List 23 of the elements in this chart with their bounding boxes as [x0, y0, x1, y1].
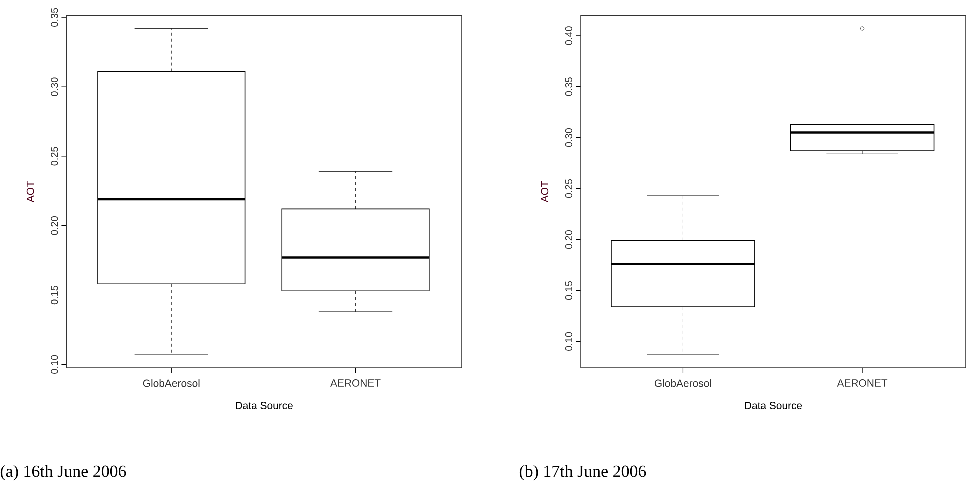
- y-axis-title: AOT: [541, 181, 549, 203]
- x-tick-label: AERONET: [330, 380, 381, 387]
- y-tick-label: 0.25: [565, 180, 572, 198]
- y-tick-label: 0.15: [51, 286, 58, 305]
- y-tick-label: 0.35: [51, 8, 58, 27]
- x-tick-label: AERONET: [837, 380, 888, 387]
- y-tick-label: 0.10: [51, 355, 58, 374]
- y-tick-label: 0.15: [565, 281, 572, 300]
- y-tick-label: 0.30: [565, 128, 572, 148]
- text: (a) 16th June 2006: [0, 465, 126, 481]
- text: (b) 17th June 2006: [520, 465, 646, 481]
- x-axis-title: Data Source: [236, 402, 293, 410]
- y-axis-title: AOT: [26, 181, 34, 203]
- x-tick-label: GlobAerosol: [654, 380, 712, 388]
- y-tick-label: 0.30: [51, 78, 58, 96]
- y-tick-label: 0.25: [51, 147, 58, 166]
- y-tick-label: 0.20: [565, 230, 572, 250]
- y-tick-label: 0.40: [565, 26, 572, 46]
- y-tick-label: 0.10: [565, 332, 572, 352]
- y-tick-label: 0.20: [51, 216, 58, 236]
- x-axis-title: Data Source: [745, 402, 802, 410]
- x-tick-label: GlobAerosol: [143, 380, 200, 388]
- y-tick-label: 0.35: [565, 78, 572, 96]
